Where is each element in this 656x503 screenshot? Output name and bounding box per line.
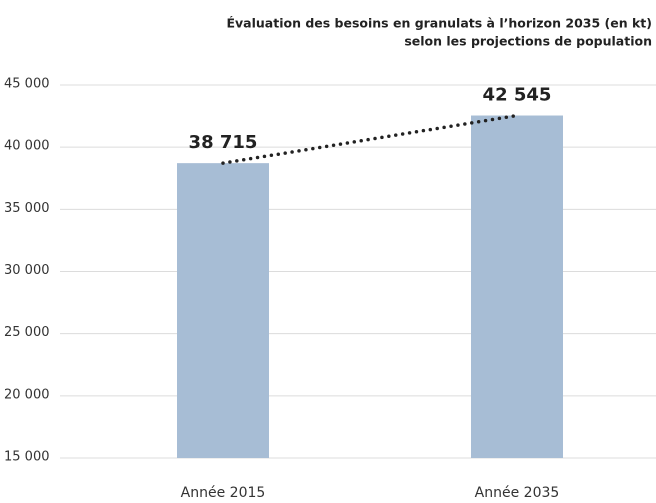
y-tick-label: 45 000 [4, 77, 50, 92]
chart-title: Évaluation des besoins en granulats à l’… [226, 16, 652, 31]
y-tick-label: 30 000 [4, 263, 50, 278]
trend-line [221, 113, 519, 165]
data-label: 42 545 [483, 85, 552, 106]
y-tick-label: 40 000 [4, 139, 50, 154]
y-tick-label: 25 000 [4, 325, 50, 340]
chart-title: selon les projections de population [404, 34, 652, 49]
x-tick-label: Année 2015 [181, 485, 266, 501]
bar [471, 115, 563, 458]
data-label: 38 715 [189, 132, 258, 153]
y-tick-label: 35 000 [4, 201, 50, 216]
y-tick-label: 15 000 [4, 450, 50, 465]
bar [177, 163, 269, 458]
y-tick-label: 20 000 [4, 387, 50, 402]
x-tick-label: Année 2035 [475, 485, 560, 501]
